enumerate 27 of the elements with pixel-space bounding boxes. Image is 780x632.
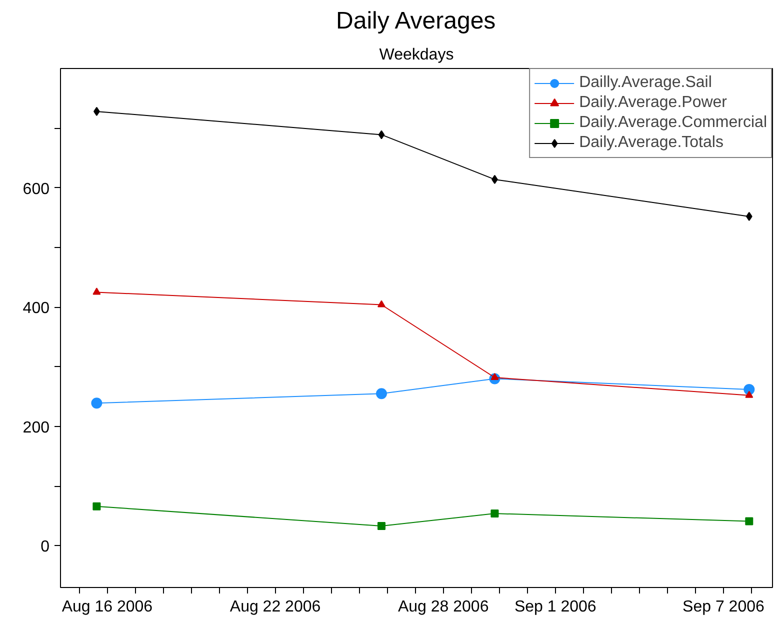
x-tick-label: Aug 22 2006	[230, 598, 321, 616]
y-tick-label: 200	[22, 419, 50, 436]
legend-label: Daily.Average.Totals	[579, 134, 724, 152]
point	[745, 390, 754, 398]
point	[376, 388, 387, 400]
point	[92, 502, 101, 510]
y-tick-label: 0	[40, 538, 50, 556]
point	[746, 212, 752, 221]
legend-label: Dailly.Average.Sail	[579, 74, 712, 92]
point	[490, 372, 499, 380]
point	[92, 288, 101, 295]
chart-subtitle: Weekdays	[379, 46, 454, 64]
y-tick-label: 600	[22, 180, 50, 198]
legend-label: Daily.Average.Commercial	[579, 114, 767, 132]
legend-label: Daily.Average.Power	[579, 94, 727, 112]
x-tick-label: Sep 1 2006	[514, 598, 596, 616]
point	[745, 517, 754, 526]
point	[378, 130, 385, 140]
y-tick-label: 400	[22, 300, 50, 318]
point	[490, 510, 499, 518]
x-tick-label: Aug 16 2006	[62, 598, 153, 616]
point	[91, 398, 102, 409]
point	[377, 522, 386, 530]
x-tick-label: Aug 28 2006	[398, 598, 489, 616]
point	[377, 300, 386, 308]
chart-title: Daily Averages	[336, 8, 496, 34]
x-tick-label: Sep 7 2006	[682, 598, 765, 616]
